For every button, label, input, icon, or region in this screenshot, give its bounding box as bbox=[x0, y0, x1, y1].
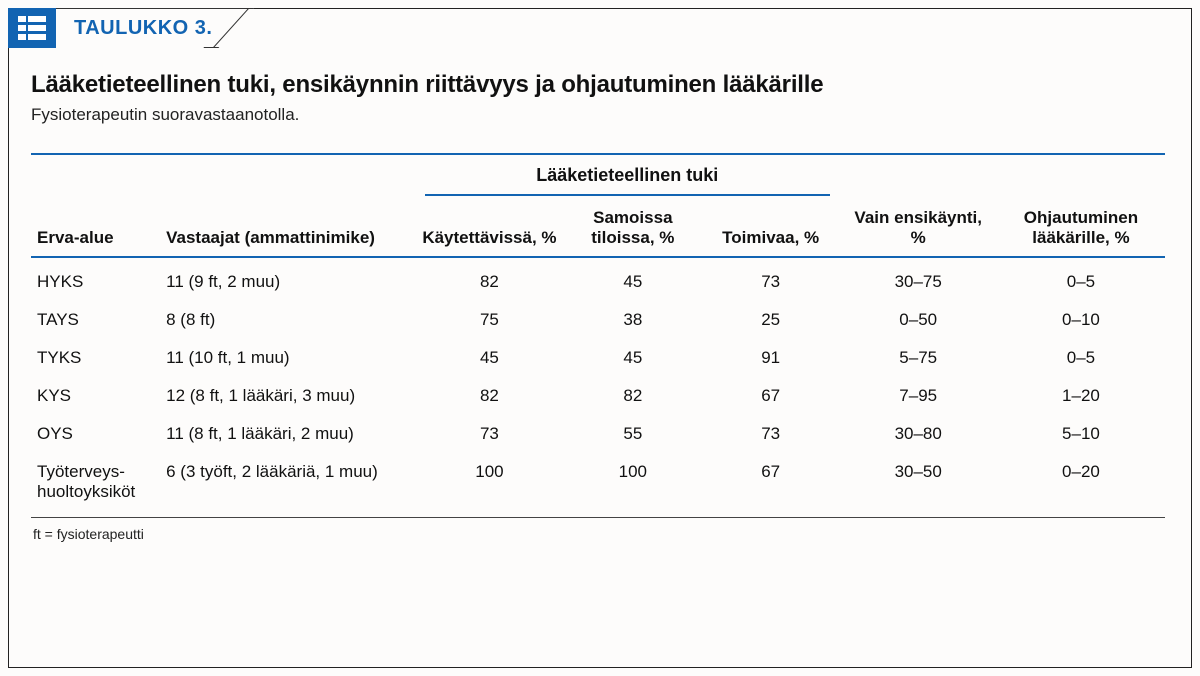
cell-ohj: 0–20 bbox=[997, 453, 1165, 511]
cell-erva: OYS bbox=[31, 415, 160, 453]
cell-ohj: 0–5 bbox=[997, 258, 1165, 301]
cell-toimivaa: 67 bbox=[702, 377, 840, 415]
data-table: Erva-alue Vastaajat (ammattinimike) Lääk… bbox=[31, 153, 1165, 511]
cell-toimivaa: 73 bbox=[702, 258, 840, 301]
cell-vain: 7–95 bbox=[840, 377, 997, 415]
cell-vastaajat: 6 (3 työft, 2 lääkäriä, 1 muu) bbox=[160, 453, 415, 511]
cell-ohj: 5–10 bbox=[997, 415, 1165, 453]
content-area: Lääketieteellinen tuki, ensikäynnin riit… bbox=[9, 49, 1191, 552]
cell-samoissa: 100 bbox=[564, 453, 702, 511]
cell-vain: 0–50 bbox=[840, 301, 997, 339]
cell-toimivaa: 25 bbox=[702, 301, 840, 339]
col-header-vastaajat: Vastaajat (ammattinimike) bbox=[160, 155, 415, 256]
cell-ohj: 0–5 bbox=[997, 339, 1165, 377]
table-row: TYKS11 (10 ft, 1 muu)4545915–750–5 bbox=[31, 339, 1165, 377]
cell-toimivaa: 73 bbox=[702, 415, 840, 453]
cell-vain: 5–75 bbox=[840, 339, 997, 377]
table-row: TAYS8 (8 ft)7538250–500–10 bbox=[31, 301, 1165, 339]
cell-toimivaa: 91 bbox=[702, 339, 840, 377]
cell-erva: KYS bbox=[31, 377, 160, 415]
cell-erva: HYKS bbox=[31, 258, 160, 301]
cell-erva: Työterveys-huoltoyksiköt bbox=[31, 453, 160, 511]
cell-samoissa: 82 bbox=[564, 377, 702, 415]
footnote: ft = fysioterapeutti bbox=[31, 517, 1165, 552]
cell-samoissa: 55 bbox=[564, 415, 702, 453]
header-row: TAULUKKO 3. bbox=[9, 9, 1191, 49]
cell-toimivaa: 67 bbox=[702, 453, 840, 511]
table-row: Työterveys-huoltoyksiköt6 (3 työft, 2 lä… bbox=[31, 453, 1165, 511]
table-title: Lääketieteellinen tuki, ensikäynnin riit… bbox=[31, 71, 1165, 99]
cell-vain: 30–80 bbox=[840, 415, 997, 453]
table-body: HYKS11 (9 ft, 2 muu)82457330–750–5TAYS8 … bbox=[31, 258, 1165, 511]
cell-samoissa: 38 bbox=[564, 301, 702, 339]
col-header-kaytettavissa: Käytettävissä, % bbox=[415, 200, 564, 256]
col-header-vain: Vain ensikäynti, % bbox=[840, 155, 997, 256]
table-panel: TAULUKKO 3. Lääketieteellinen tuki, ensi… bbox=[8, 8, 1192, 668]
cell-kaytettavissa: 82 bbox=[415, 258, 564, 301]
cell-erva: TYKS bbox=[31, 339, 160, 377]
cell-vain: 30–50 bbox=[840, 453, 997, 511]
cell-kaytettavissa: 100 bbox=[415, 453, 564, 511]
cell-vastaajat: 11 (10 ft, 1 muu) bbox=[160, 339, 415, 377]
col-header-ohj: Ohjautuminen lääkärille, % bbox=[997, 155, 1165, 256]
cell-kaytettavissa: 82 bbox=[415, 377, 564, 415]
cell-kaytettavissa: 73 bbox=[415, 415, 564, 453]
cell-vastaajat: 12 (8 ft, 1 lääkäri, 3 muu) bbox=[160, 377, 415, 415]
table-icon bbox=[8, 8, 56, 48]
cell-samoissa: 45 bbox=[564, 339, 702, 377]
cell-kaytettavissa: 75 bbox=[415, 301, 564, 339]
col-header-toimivaa: Toimivaa, % bbox=[702, 200, 840, 256]
cell-vain: 30–75 bbox=[840, 258, 997, 301]
cell-vastaajat: 11 (9 ft, 2 muu) bbox=[160, 258, 415, 301]
tab-label: TAULUKKO 3. bbox=[74, 17, 212, 40]
col-header-erva: Erva-alue bbox=[31, 155, 160, 256]
cell-ohj: 1–20 bbox=[997, 377, 1165, 415]
table-row: OYS11 (8 ft, 1 lääkäri, 2 muu)73557330–8… bbox=[31, 415, 1165, 453]
table-subtitle: Fysioterapeutin suoravastaanotolla. bbox=[31, 105, 1165, 125]
cell-kaytettavissa: 45 bbox=[415, 339, 564, 377]
table-number-tab: TAULUKKO 3. bbox=[56, 8, 254, 48]
col-group-header: Lääketieteellinen tuki bbox=[415, 155, 840, 194]
cell-vastaajat: 11 (8 ft, 1 lääkäri, 2 muu) bbox=[160, 415, 415, 453]
col-header-samoissa: Samoissa tiloissa, % bbox=[564, 200, 702, 256]
table-row: HYKS11 (9 ft, 2 muu)82457330–750–5 bbox=[31, 258, 1165, 301]
cell-vastaajat: 8 (8 ft) bbox=[160, 301, 415, 339]
cell-erva: TAYS bbox=[31, 301, 160, 339]
table-row: KYS12 (8 ft, 1 lääkäri, 3 muu)8282677–95… bbox=[31, 377, 1165, 415]
cell-ohj: 0–10 bbox=[997, 301, 1165, 339]
cell-samoissa: 45 bbox=[564, 258, 702, 301]
